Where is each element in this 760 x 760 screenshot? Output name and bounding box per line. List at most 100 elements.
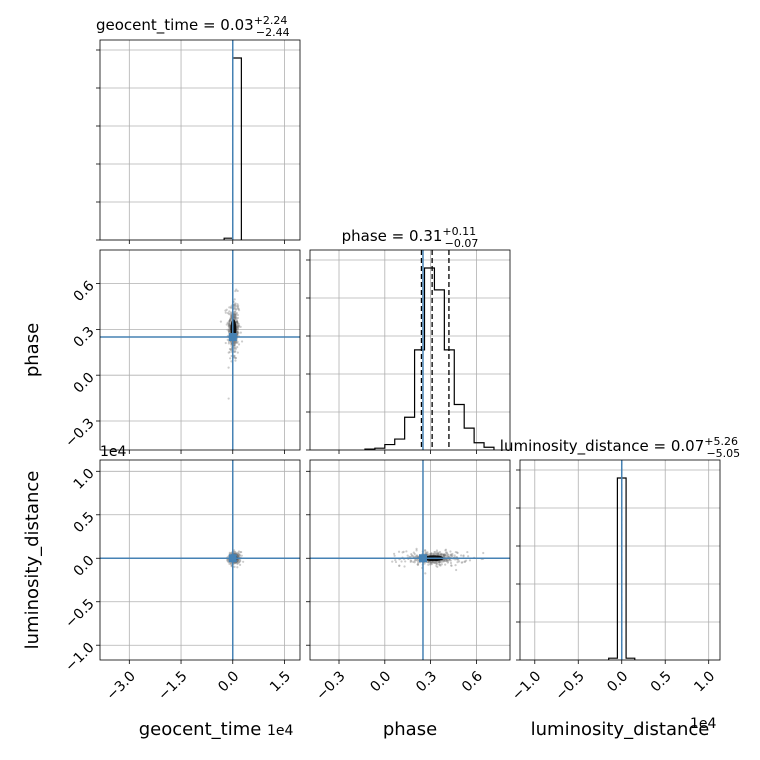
- x-tick-label: 0.0: [367, 668, 394, 695]
- y-tick-label: 1.0: [71, 466, 98, 493]
- scatter-point: [444, 563, 447, 566]
- panel-frame-1-0: [99, 249, 301, 451]
- scatter-point: [237, 308, 241, 312]
- scatter-point: [234, 317, 237, 320]
- scatter-group-luminosity-distance-vs-phase: [391, 547, 485, 575]
- scatter-point: [228, 310, 231, 313]
- scatter-point: [468, 559, 472, 562]
- offset-label-x-luminosity-distance: 1e4: [690, 716, 717, 732]
- y-tick-label: −1.0: [62, 640, 97, 675]
- title-median: luminosity_distance = 0.07: [500, 437, 704, 456]
- title-lower-error: −5.05: [706, 447, 740, 460]
- scatter-point: [463, 560, 467, 563]
- scatter-point: [451, 552, 454, 556]
- scatter-point: [394, 559, 397, 562]
- scatter-point: [236, 289, 239, 293]
- scatter-point: [450, 564, 453, 567]
- panel-title-geocent-time: geocent_time = 0.03+2.24 −2.44: [96, 14, 290, 39]
- scatter-point: [429, 562, 432, 565]
- y-tick-label: 0.6: [71, 278, 98, 305]
- x-axis-label: luminosity_distance: [531, 719, 710, 740]
- scatter-point: [227, 329, 230, 333]
- scatter-point: [233, 298, 236, 301]
- scatter-point: [466, 550, 469, 554]
- scatter-point: [413, 559, 416, 562]
- scatter-point: [430, 551, 433, 555]
- panel-frame-2-2: [519, 459, 721, 661]
- scatter-point: [404, 560, 407, 563]
- scatter-point: [229, 340, 233, 343]
- scatter-point: [435, 562, 438, 565]
- scatter-point: [436, 565, 439, 568]
- scatter-point: [409, 560, 412, 563]
- x-tick-label: 0.3: [413, 668, 440, 695]
- scatter-point: [229, 357, 232, 360]
- scatter-point: [449, 550, 452, 553]
- scatter-point: [233, 310, 236, 313]
- scatter-point: [406, 554, 409, 557]
- scatter-point: [227, 366, 230, 369]
- scatter-point: [447, 553, 450, 556]
- scatter-point: [238, 554, 241, 557]
- scatter-point: [455, 568, 458, 572]
- panel-frame-2-0: [99, 459, 301, 661]
- scatter-point: [416, 563, 419, 566]
- scatter-point: [237, 322, 240, 326]
- scatter-point: [240, 554, 243, 557]
- panel-title-luminosity-distance: luminosity_distance = 0.07+5.26 −5.05: [500, 435, 740, 460]
- truth-marker: [418, 554, 427, 563]
- scatter-point: [237, 324, 240, 328]
- title-median: geocent_time = 0.03: [96, 16, 254, 35]
- panel-frame-1-1: [309, 249, 511, 451]
- title-upper-error: +2.24: [254, 14, 288, 27]
- scatter-point: [460, 554, 463, 557]
- scatter-point: [398, 564, 401, 567]
- y-tick-label: 0.0: [71, 553, 98, 580]
- x-tick-label: 0.6: [459, 668, 486, 695]
- scatter-point: [225, 308, 228, 311]
- x-tick-label: 0.5: [648, 668, 675, 695]
- scatter-point: [234, 356, 237, 360]
- scatter-point: [438, 562, 441, 565]
- x-tick-label: 1.0: [691, 668, 718, 695]
- scatter-point: [444, 548, 448, 551]
- scatter-point: [413, 552, 416, 556]
- scatter-point: [226, 311, 230, 315]
- scatter-point: [236, 345, 239, 349]
- x-tick-label: −0.3: [313, 668, 348, 703]
- offset-label-y-luminosity-distance: 1e4: [100, 444, 127, 460]
- x-tick-label: −0.5: [553, 668, 588, 703]
- scatter-point: [224, 311, 227, 314]
- scatter-point: [403, 565, 406, 568]
- scatter-point: [228, 319, 231, 322]
- scatter-point: [435, 552, 438, 555]
- y-tick-label: −0.5: [62, 596, 97, 631]
- scatter-point: [415, 549, 418, 552]
- scatter-point: [233, 342, 236, 345]
- scatter-point: [230, 562, 233, 565]
- scatter-point: [405, 550, 408, 553]
- x-tick-label: 1.5: [267, 668, 294, 695]
- scatter-point: [235, 308, 238, 311]
- scatter-point: [230, 360, 233, 363]
- scatter-point: [434, 550, 437, 554]
- y-axis-label: phase: [22, 323, 43, 377]
- scatter-point: [238, 563, 242, 566]
- title-upper-error: +0.11: [442, 225, 476, 238]
- scatter-point: [233, 550, 236, 554]
- truth-marker: [228, 554, 237, 563]
- scatter-point: [453, 554, 456, 557]
- x-axis-label: phase: [383, 719, 437, 740]
- scatter-point: [400, 560, 403, 563]
- scatter-point: [467, 555, 470, 558]
- scatter-point: [397, 550, 401, 553]
- scatter-point: [233, 346, 237, 349]
- scatter-point: [229, 312, 232, 315]
- scatter-point: [415, 547, 418, 550]
- scatter-point: [439, 552, 443, 555]
- scatter-point: [242, 560, 245, 563]
- scatter-point: [437, 560, 441, 564]
- scatter-point: [233, 348, 236, 351]
- scatter-point: [228, 306, 231, 309]
